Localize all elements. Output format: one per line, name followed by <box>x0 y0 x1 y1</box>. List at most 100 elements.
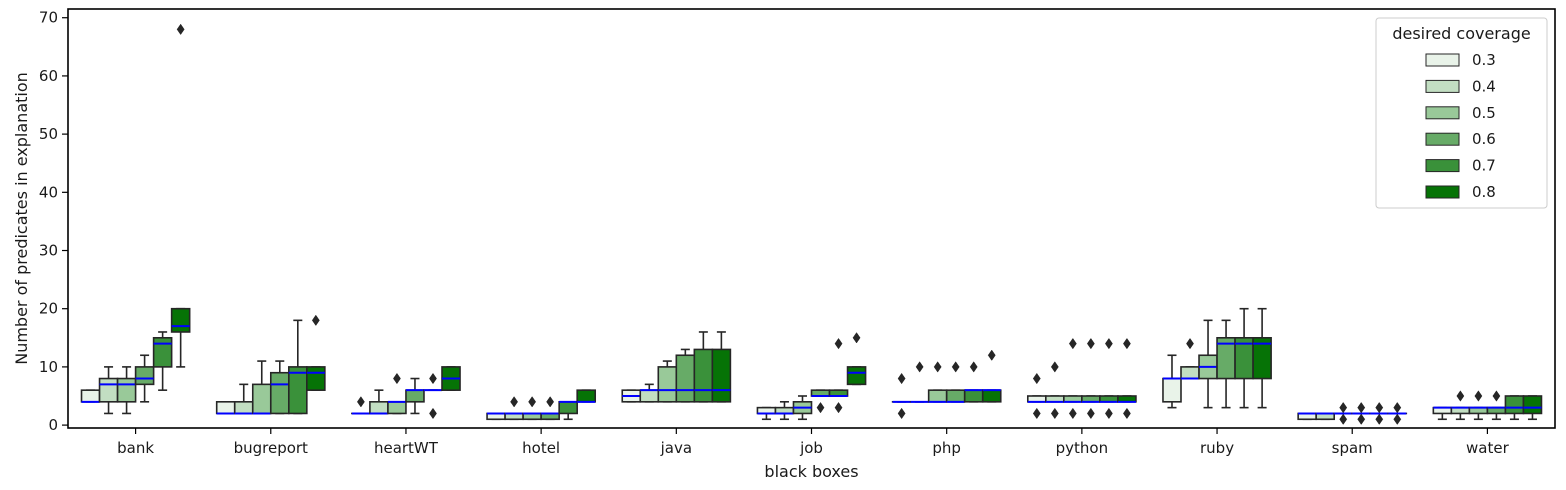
box-hotel-0.3 <box>486 412 506 421</box>
outlier-point <box>528 396 537 408</box>
x-tick-label: water <box>1466 439 1510 457</box>
box-php-0.7 <box>963 361 984 403</box>
outlier-point <box>1186 337 1194 350</box>
iqr-box <box>387 401 407 415</box>
iqr-box <box>945 389 966 403</box>
category-group-ruby <box>1162 307 1272 409</box>
box-java-0.7 <box>693 331 714 403</box>
outlier-point <box>897 407 906 420</box>
outlier-point <box>1474 390 1483 402</box>
outlier-point <box>1357 401 1366 414</box>
box-spam-0.8 <box>1387 401 1408 425</box>
box-water-0.4 <box>1450 390 1471 421</box>
outlier-point <box>987 349 996 361</box>
iqr-box <box>1522 395 1543 415</box>
x-tick-label: heartWT <box>374 439 439 457</box>
legend-label: 0.3 <box>1472 51 1496 69</box>
y-tick-label: 60 <box>39 67 58 85</box>
box-java-0.5 <box>657 360 678 403</box>
box-spam-0.5 <box>1333 401 1354 425</box>
iqr-box <box>269 371 290 415</box>
box-spam-0.4 <box>1315 412 1336 421</box>
box-ruby-0.7 <box>1234 307 1254 409</box>
plot-frame <box>67 8 1556 429</box>
box-php-0.4 <box>909 361 930 403</box>
outlier-point <box>1339 413 1348 425</box>
box-heartWT-0.5 <box>387 372 407 415</box>
iqr-box <box>711 348 732 403</box>
box-job-0.4 <box>774 401 795 421</box>
category-group-hotel <box>486 389 597 421</box>
iqr-box <box>981 389 1002 403</box>
outlier-point <box>311 314 320 326</box>
box-hotel-0.5 <box>522 396 542 421</box>
y-tick-label: 40 <box>39 183 58 201</box>
boxes <box>80 23 1543 425</box>
box-ruby-0.3 <box>1162 354 1182 409</box>
iqr-box <box>170 307 191 333</box>
y-tick-label: 20 <box>39 300 58 318</box>
category-group-java <box>621 331 732 403</box>
iqr-box <box>657 366 678 403</box>
box-heartWT-0.7 <box>423 372 443 420</box>
legend-swatch <box>1425 106 1460 120</box>
iqr-box <box>1504 395 1525 415</box>
outlier-point <box>933 361 942 373</box>
outlier-point <box>816 401 825 414</box>
outlier-point <box>546 396 555 408</box>
box-bank-0.6 <box>134 354 155 403</box>
box-java-0.3 <box>621 389 642 403</box>
outlier-point <box>1068 337 1077 350</box>
box-water-0.3 <box>1432 406 1453 421</box>
category-group-python <box>1026 337 1137 420</box>
box-php-0.8 <box>981 349 1002 403</box>
box-java-0.4 <box>639 383 660 403</box>
legend-frame <box>1375 17 1548 209</box>
iqr-box <box>98 377 119 403</box>
outlier-point <box>429 372 437 385</box>
outlier-point <box>1068 407 1077 420</box>
box-ruby-0.8 <box>1252 307 1272 409</box>
outlier-point <box>1375 413 1384 425</box>
y-tick-label: 0 <box>48 416 58 434</box>
outlier-point <box>969 361 978 373</box>
box-bugreport-0.8 <box>306 314 326 391</box>
outlier-point <box>1032 372 1041 385</box>
legend-swatch <box>1425 53 1460 67</box>
outlier-point <box>1393 401 1402 414</box>
legend-title: desired coverage <box>1392 24 1530 43</box>
box-heartWT-0.3 <box>351 396 371 415</box>
box-php-0.3 <box>891 372 912 420</box>
outlier-point <box>1104 337 1113 350</box>
box-water-0.5 <box>1468 390 1489 421</box>
box-heartWT-0.6 <box>405 377 425 415</box>
iqr-box <box>675 354 696 403</box>
x-tick-label: java <box>660 439 692 457</box>
outlier-point <box>1086 407 1095 420</box>
y-axis-title: Number of predicates in explanation <box>12 72 31 365</box>
category-group-job <box>756 332 867 421</box>
x-tick-label: ruby <box>1200 439 1234 457</box>
iqr-box <box>287 366 308 415</box>
outlier-point <box>1492 390 1501 402</box>
outlier-point <box>951 361 960 373</box>
iqr-box <box>639 389 660 403</box>
box-spam-0.3 <box>1297 412 1317 421</box>
box-php-0.5 <box>927 361 948 403</box>
box-bugreport-0.6 <box>269 360 290 415</box>
outlier-point <box>1050 361 1059 373</box>
outlier-point <box>356 396 365 408</box>
outlier-point <box>1104 407 1113 420</box>
legend-swatch <box>1425 159 1460 173</box>
iqr-box <box>405 389 425 403</box>
iqr-box <box>306 366 326 391</box>
outlier-point <box>1123 337 1131 350</box>
box-hotel-0.6 <box>540 396 560 421</box>
category-group-bugreport <box>215 314 326 415</box>
outlier-point <box>834 401 843 414</box>
box-heartWT-0.8 <box>441 366 461 391</box>
iqr-box <box>369 401 389 415</box>
outlier-point <box>510 396 519 408</box>
box-spam-0.7 <box>1369 401 1390 425</box>
